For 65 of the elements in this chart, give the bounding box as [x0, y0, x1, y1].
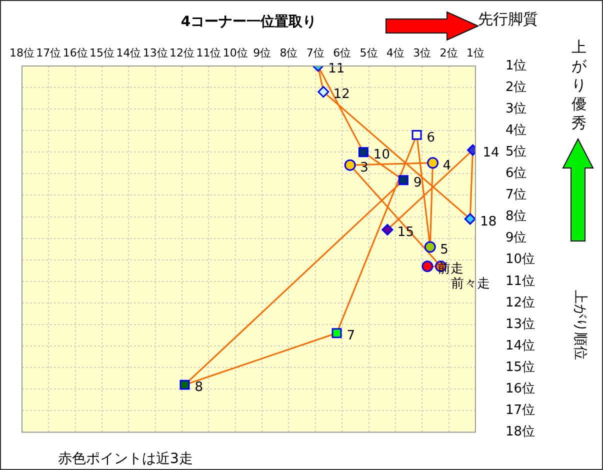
- x-tick-label: 1位: [466, 46, 484, 60]
- y-tick-label: 18位: [505, 424, 536, 440]
- series-label: 前走: [437, 262, 464, 277]
- y-tick-label: 12位: [505, 295, 536, 310]
- point: [422, 260, 434, 272]
- series-label: 14: [482, 145, 500, 160]
- point: [332, 328, 342, 338]
- point: [382, 224, 394, 236]
- series-label: 6: [426, 130, 436, 146]
- x-tick-label: 14位: [116, 46, 142, 60]
- y-tick-label: 4位: [505, 123, 527, 138]
- point: [424, 241, 436, 253]
- x-tick-label: 8位: [280, 46, 298, 60]
- y-tick-label: 3位: [505, 101, 527, 116]
- x-tick-label: 17位: [36, 46, 62, 60]
- x-axis-title: 4コーナー一位置取り: [180, 14, 317, 30]
- series-label: 9: [413, 176, 422, 191]
- text: 赤色ポイントは近3走: [58, 450, 193, 468]
- y-tick-label: 15位: [505, 360, 536, 375]
- y-tick-label: 10位: [505, 252, 536, 268]
- series-label: 7: [346, 328, 356, 344]
- x-tick-label: 5位: [360, 46, 378, 60]
- point: [318, 86, 330, 98]
- point: [180, 380, 190, 390]
- y-tick-label: 13位: [505, 316, 536, 332]
- y-axis-title: 上がり順位: [571, 290, 589, 360]
- y-tick-label: 5位: [505, 144, 527, 160]
- x-tick-label: 11位: [196, 46, 222, 60]
- y-tick-label: 14位: [505, 338, 536, 354]
- text: 上がり優秀: [570, 38, 588, 133]
- point: [412, 130, 422, 140]
- y-tick-label: 16位: [505, 381, 536, 396]
- y-tick-label: 1位: [505, 58, 527, 74]
- point: [464, 213, 476, 225]
- x-tick-label: 2位: [440, 46, 458, 60]
- text: 先行脚質: [478, 10, 538, 29]
- series-label: 8: [194, 380, 203, 396]
- x-tick-label: 7位: [306, 46, 324, 60]
- series-label: 前々走: [450, 276, 490, 292]
- point: [427, 157, 439, 169]
- y-tick-label: 11位: [505, 274, 536, 289]
- series-label: 12: [333, 87, 350, 102]
- series-label: 4: [442, 158, 452, 174]
- x-tick-label: 15位: [90, 46, 115, 60]
- series-label: 5: [440, 242, 448, 258]
- x-tick-label: 4位: [386, 46, 404, 60]
- y-tick-label: 9位: [505, 230, 527, 246]
- x-tick-label: 18位: [10, 46, 34, 60]
- point: [344, 159, 356, 171]
- y-tick-label: 2位: [505, 80, 527, 95]
- series-label: 10: [373, 148, 390, 163]
- x-tick-label: 16位: [62, 46, 88, 60]
- series-label: 18: [480, 214, 497, 230]
- y-tick-label: 17位: [505, 403, 536, 418]
- x-tick-label: 12位: [170, 46, 195, 60]
- point: [358, 147, 368, 158]
- x-tick-label: 10位: [222, 46, 248, 60]
- x-tick-label: 13位: [142, 46, 168, 60]
- point: [398, 175, 408, 186]
- y-tick-label: 7位: [505, 188, 527, 203]
- y-tick-label: 6位: [505, 166, 527, 182]
- x-tick-label: 6位: [333, 46, 352, 60]
- y-tick-label: 8位: [505, 209, 527, 224]
- x-tick-label: 3位: [413, 46, 432, 60]
- x-tick-label: 9位: [253, 46, 272, 60]
